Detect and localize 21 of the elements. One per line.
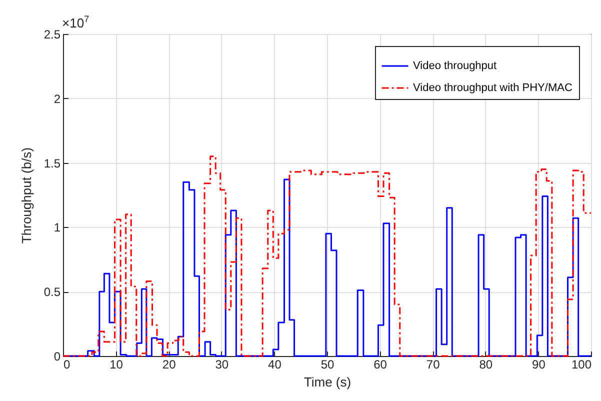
x-tick-label: 60 — [374, 358, 388, 372]
x-tick-label: 0 — [64, 358, 70, 372]
x-tick-label: 40 — [268, 358, 282, 372]
y-tick-label: 1.5 — [44, 156, 61, 170]
x-tick-label: 90 — [532, 358, 546, 372]
x-tick-label: 50 — [320, 358, 334, 372]
y-tick-label: 0.5 — [44, 285, 61, 300]
x-tick-label: 80 — [479, 358, 493, 372]
y-axis-title: Throughput (b/s) — [18, 147, 34, 244]
legend-label: Video throughput — [413, 60, 497, 72]
y-tick-label: 2 — [54, 92, 61, 106]
legend-label: Video throughput with PHY/MAC — [413, 82, 572, 94]
x-tick-label: 30 — [215, 358, 229, 372]
y-tick-label: 1 — [54, 220, 61, 235]
x-tick-label: 10 — [110, 358, 124, 372]
x-tick-label: 100 — [571, 358, 592, 372]
x-tick-label: 20 — [162, 358, 176, 372]
x-tick-label: 70 — [426, 358, 440, 372]
x-axis-title: Time (s) — [304, 374, 352, 390]
axis-exponent: ×10$^{7}$ — [62, 14, 90, 30]
y-tick-label: 2.5 — [44, 28, 61, 42]
